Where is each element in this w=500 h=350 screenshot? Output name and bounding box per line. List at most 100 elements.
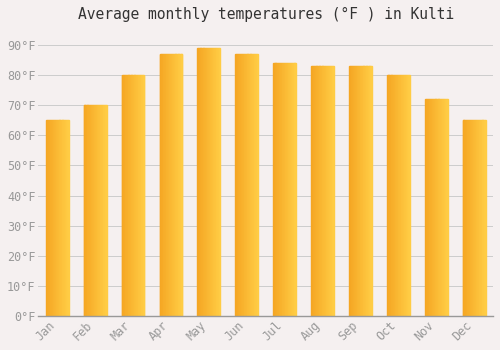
Bar — [170, 54, 171, 316]
Bar — [471, 120, 472, 316]
Bar — [104, 105, 105, 316]
Bar — [52, 120, 54, 316]
Bar — [251, 54, 252, 316]
Bar — [475, 120, 476, 316]
Bar — [365, 66, 366, 316]
Bar — [206, 48, 208, 316]
Bar — [314, 66, 315, 316]
Bar — [438, 99, 440, 316]
Bar — [282, 63, 283, 316]
Bar — [292, 63, 293, 316]
Bar — [288, 63, 289, 316]
Bar — [462, 120, 464, 316]
Bar — [478, 120, 480, 316]
Bar — [274, 63, 275, 316]
Bar — [277, 63, 278, 316]
Bar — [202, 48, 203, 316]
Bar — [180, 54, 182, 316]
Bar — [294, 63, 296, 316]
Bar — [215, 48, 216, 316]
Bar — [84, 105, 86, 316]
Bar — [137, 75, 138, 316]
Bar — [177, 54, 178, 316]
Bar — [101, 105, 102, 316]
Bar — [371, 66, 372, 316]
Bar — [352, 66, 353, 316]
Bar — [440, 99, 441, 316]
Bar — [250, 54, 252, 316]
Bar — [444, 99, 446, 316]
Bar — [470, 120, 471, 316]
Bar — [426, 99, 427, 316]
Bar — [317, 66, 318, 316]
Bar — [430, 99, 431, 316]
Bar — [246, 54, 248, 316]
Bar — [318, 66, 319, 316]
Bar — [140, 75, 141, 316]
Bar — [425, 99, 426, 316]
Bar — [284, 63, 286, 316]
Bar — [130, 75, 131, 316]
Bar — [123, 75, 124, 316]
Bar — [198, 48, 199, 316]
Bar — [167, 54, 168, 316]
Bar — [212, 48, 214, 316]
Bar — [94, 105, 95, 316]
Bar — [469, 120, 470, 316]
Bar — [427, 99, 428, 316]
Bar — [406, 75, 408, 316]
Bar — [330, 66, 331, 316]
Bar — [48, 120, 49, 316]
Bar — [368, 66, 369, 316]
Bar — [331, 66, 332, 316]
Bar — [134, 75, 136, 316]
Bar — [290, 63, 292, 316]
Bar — [238, 54, 239, 316]
Bar — [56, 120, 57, 316]
Bar — [57, 120, 58, 316]
Bar — [484, 120, 485, 316]
Bar — [132, 75, 133, 316]
Bar — [179, 54, 180, 316]
Bar — [236, 54, 237, 316]
Bar — [404, 75, 405, 316]
Bar — [289, 63, 290, 316]
Bar — [466, 120, 468, 316]
Bar — [46, 120, 48, 316]
Bar — [484, 120, 486, 316]
Bar — [446, 99, 447, 316]
Bar — [472, 120, 474, 316]
Bar — [278, 63, 280, 316]
Bar — [142, 75, 143, 316]
Bar — [405, 75, 406, 316]
Bar — [127, 75, 128, 316]
Bar — [327, 66, 328, 316]
Bar — [353, 66, 354, 316]
Bar — [390, 75, 392, 316]
Bar — [160, 54, 161, 316]
Bar — [468, 120, 469, 316]
Bar — [447, 99, 448, 316]
Bar — [322, 66, 324, 316]
Bar — [164, 54, 165, 316]
Bar — [442, 99, 443, 316]
Bar — [138, 75, 139, 316]
Bar — [400, 75, 402, 316]
Bar — [396, 75, 397, 316]
Bar — [58, 120, 59, 316]
Bar — [65, 120, 66, 316]
Bar — [242, 54, 243, 316]
Bar — [85, 105, 86, 316]
Bar — [54, 120, 55, 316]
Bar — [50, 120, 51, 316]
Bar — [199, 48, 200, 316]
Bar — [58, 120, 59, 316]
Bar — [389, 75, 390, 316]
Bar — [129, 75, 130, 316]
Bar — [165, 54, 166, 316]
Bar — [274, 63, 276, 316]
Bar — [66, 120, 67, 316]
Bar — [474, 120, 475, 316]
Bar — [431, 99, 432, 316]
Bar — [393, 75, 394, 316]
